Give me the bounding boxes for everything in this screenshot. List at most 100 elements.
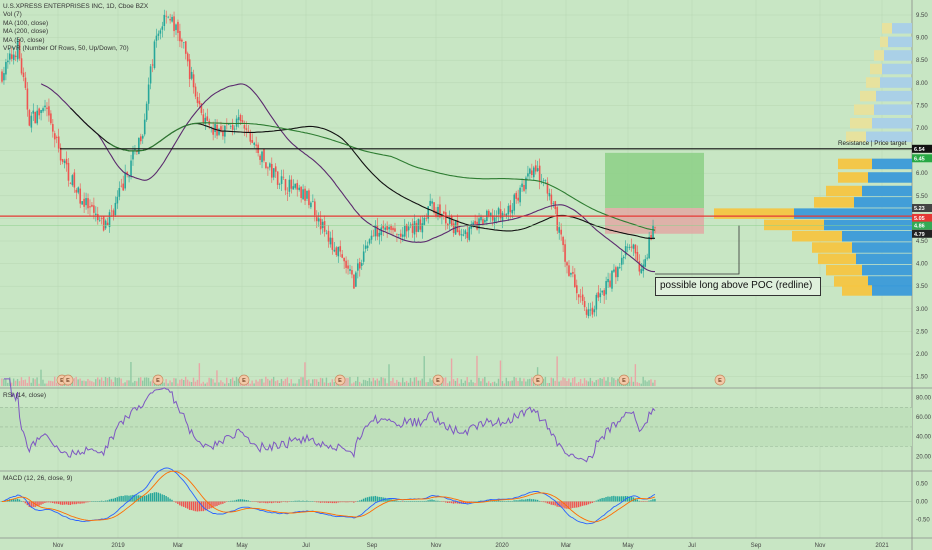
candle-body: [400, 233, 402, 237]
macd-histogram-bar: [130, 495, 132, 502]
candle-body: [59, 147, 62, 161]
candle-body: [104, 220, 107, 229]
volume-bar: [445, 377, 447, 386]
candle-body: [141, 135, 144, 139]
volume-bar: [89, 380, 91, 386]
candle-body: [91, 204, 93, 207]
volume-bar: [280, 378, 283, 386]
volume-bar: [81, 380, 83, 386]
candle-body: [343, 257, 345, 262]
volume-bar: [3, 378, 5, 386]
macd-histogram-bar: [276, 501, 279, 503]
volume-bar: [425, 382, 427, 386]
candle-body: [46, 107, 48, 109]
macd-histogram-bar: [114, 497, 116, 502]
volume-bar: [177, 383, 179, 386]
candle-body: [73, 172, 76, 188]
volume-bar: [593, 382, 595, 386]
candle-body: [16, 40, 19, 60]
candle-body: [36, 110, 38, 124]
volume-bar: [509, 381, 511, 386]
volume-bar: [263, 382, 265, 386]
volume-bar: [613, 378, 615, 386]
candle-body: [472, 222, 474, 226]
candle-body: [229, 126, 232, 127]
volume-bar: [286, 377, 289, 386]
volume-bar: [42, 379, 44, 386]
macd-histogram-bar: [317, 501, 320, 503]
macd-histogram-bar: [106, 500, 109, 502]
volume-bar: [196, 379, 199, 386]
volume-bar: [208, 377, 210, 386]
volume-bar: [108, 376, 111, 386]
macd-histogram-bar: [231, 500, 234, 502]
volume-bar: [249, 383, 251, 386]
macd-histogram-bar: [245, 500, 247, 502]
profile-down-bar: [842, 285, 872, 296]
volume-bar: [357, 376, 359, 386]
candle-body: [626, 246, 629, 248]
volume-bar: [577, 381, 580, 386]
candle-body: [202, 114, 205, 123]
volume-bar: [198, 363, 201, 386]
time-tick-label: Nov: [815, 543, 826, 549]
price-tick-label: 4.00: [916, 262, 928, 268]
candle-body: [177, 21, 179, 33]
volume-bar: [181, 378, 183, 386]
macd-histogram-bar: [126, 495, 128, 502]
candle-body: [587, 309, 590, 317]
volume-bar: [611, 377, 613, 386]
macd-histogram-bar: [329, 501, 332, 503]
volume-bar: [650, 379, 652, 386]
volume-bar: [235, 376, 238, 386]
macd-histogram-bar: [77, 501, 79, 504]
volume-bar: [169, 380, 171, 386]
macd-histogram-bar: [259, 501, 261, 503]
macd-histogram-bar: [577, 501, 580, 508]
earnings-marker-label: E: [242, 378, 246, 384]
macd-histogram-bar: [53, 501, 56, 504]
macd-histogram-bar: [210, 501, 212, 509]
volume-bar: [560, 380, 562, 386]
volume-bar: [14, 380, 17, 386]
volume-bar: [179, 379, 181, 386]
candle-body: [394, 228, 396, 232]
candle-body: [591, 307, 594, 315]
candle-body: [446, 223, 449, 226]
volume-bar: [218, 382, 220, 386]
volume-bar: [581, 383, 584, 386]
volume-bar: [403, 382, 406, 386]
volume-bar: [558, 381, 560, 386]
volume-bar: [75, 376, 77, 386]
macd-histogram-bar: [495, 500, 498, 502]
candle-body: [609, 280, 611, 287]
macd-panel: [0, 467, 912, 525]
candle-body: [360, 263, 363, 266]
volume-bar: [231, 377, 234, 386]
volume-bar: [315, 379, 318, 386]
volume-bar: [194, 381, 197, 386]
volume-bar: [570, 382, 572, 386]
macd-histogram-bar: [464, 501, 466, 504]
volume-bar: [482, 378, 484, 386]
macd-histogram-bar: [216, 501, 218, 507]
candle-body: [409, 224, 412, 226]
profile-down-bar: [850, 117, 872, 129]
volume-bar: [36, 377, 38, 386]
macd-histogram-bar: [552, 501, 554, 506]
candle-body: [366, 245, 369, 249]
volume-bar: [527, 379, 529, 386]
profile-down-bar: [826, 185, 862, 197]
macd-histogram-bar: [319, 501, 322, 503]
macd-histogram-bar: [345, 501, 347, 503]
volume-bar: [597, 379, 599, 386]
macd-histogram-bar: [445, 501, 447, 503]
rsi-tick-label: 80.00: [916, 396, 932, 402]
candle-body: [272, 168, 275, 178]
candle-body: [284, 179, 287, 191]
candle-body: [572, 272, 574, 274]
price-badge-label: 5.23: [914, 206, 925, 212]
candle-body: [419, 219, 422, 230]
macd-histogram-bar: [233, 500, 236, 502]
